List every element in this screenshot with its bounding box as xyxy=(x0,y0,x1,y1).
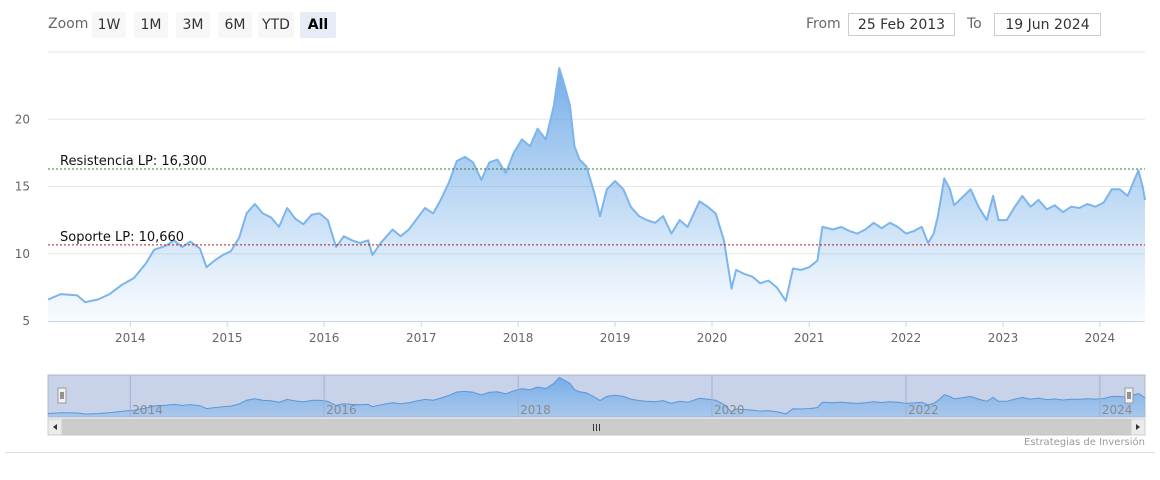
plot-lines: Resistencia LP: 16,300 Soporte LP: 10,660 xyxy=(48,154,1145,246)
x-tick-label: 2021 xyxy=(794,331,825,345)
from-label: From xyxy=(806,16,841,32)
x-tick-label: 2020 xyxy=(697,331,728,345)
series-line xyxy=(47,67,1146,304)
x-tick-label: 2023 xyxy=(988,331,1019,345)
x-tick-label: 2019 xyxy=(600,331,631,345)
bottom-divider xyxy=(5,452,1155,453)
x-tick-label: 2015 xyxy=(212,331,243,345)
series-area xyxy=(48,68,1145,321)
stock-chart: 5 10 15 20 Resistencia LP: 16,300 Soporte LP… xyxy=(15,51,1146,436)
y-tick-label: 15 xyxy=(15,180,30,194)
navigator-handle-left[interactable] xyxy=(57,387,67,404)
zoom-button-1m[interactable]: 1M xyxy=(134,12,168,38)
navigator-handle-right[interactable] xyxy=(1124,387,1134,404)
zoom-button-1w[interactable]: 1W xyxy=(92,12,126,38)
price-series xyxy=(47,67,1146,321)
from-date-input[interactable]: 25 Feb 2013 xyxy=(848,13,955,36)
zoom-button-ytd[interactable]: YTD xyxy=(258,12,294,38)
x-tick-label: 2016 xyxy=(309,331,340,345)
zoom-label: Zoom xyxy=(48,16,89,32)
handle-icon[interactable] xyxy=(1124,387,1134,404)
navigator[interactable]: 2014 2016 2018 2020 2022 2024 xyxy=(47,374,1146,418)
navigator-label: 2014 xyxy=(132,403,163,417)
navigator-label: 2016 xyxy=(326,403,357,417)
zoom-button-3m[interactable]: 3M xyxy=(176,12,210,38)
y-tick-label: 10 xyxy=(15,247,30,261)
scrollbar[interactable] xyxy=(47,418,1146,436)
zoom-button-6m[interactable]: 6M xyxy=(218,12,252,38)
x-tick-label: 2018 xyxy=(503,331,534,345)
arrow-left-icon xyxy=(53,424,57,430)
x-tick-label: 2024 xyxy=(1085,331,1116,345)
x-tick-label: 2014 xyxy=(115,331,146,345)
navigator-label: 2022 xyxy=(908,403,939,417)
to-date-input[interactable]: 19 Jun 2024 xyxy=(994,13,1101,36)
to-label: To xyxy=(967,16,982,32)
support-label: Soporte LP: 10,660 xyxy=(60,230,184,245)
navigator-area xyxy=(48,377,1145,417)
y-tick-label: 20 xyxy=(15,112,30,126)
credits-text[interactable]: Estrategias de Inversión xyxy=(1024,437,1145,448)
navigator-label: 2024 xyxy=(1102,403,1133,417)
x-tick-label: 2022 xyxy=(891,331,922,345)
navigator-label: 2020 xyxy=(714,403,745,417)
zoom-button-all[interactable]: All xyxy=(300,12,336,38)
x-tick-label: 2017 xyxy=(406,331,437,345)
handle-icon[interactable] xyxy=(57,387,67,404)
arrow-right-icon xyxy=(1136,424,1140,430)
resistance-label: Resistencia LP: 16,300 xyxy=(60,154,207,169)
navigator-line xyxy=(47,376,1146,415)
navigator-label: 2018 xyxy=(520,403,551,417)
y-tick-label: 5 xyxy=(22,314,30,328)
x-axis-labels: 2014 2015 2016 2017 2018 2019 2020 2021 2022 2023… xyxy=(115,321,1115,345)
y-axis-labels: 5 10 15 20 xyxy=(15,112,30,328)
